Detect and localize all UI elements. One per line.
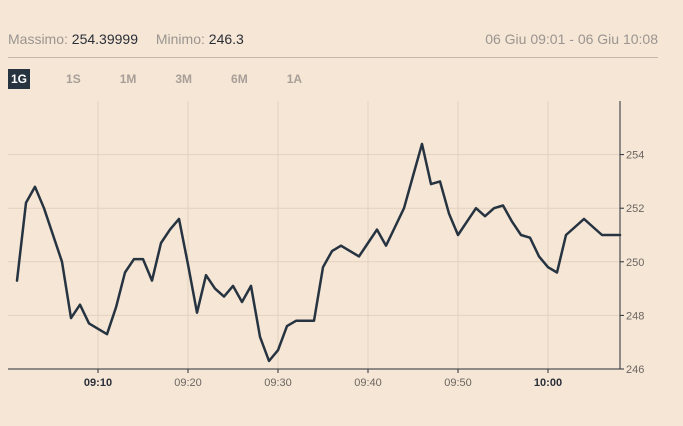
tab-1s[interactable]: 1S [66, 71, 81, 86]
x-tick-label: 09:40 [354, 377, 382, 389]
price-series-line [15, 142, 622, 363]
header-divider [8, 57, 658, 58]
y-tick-label: 250 [626, 257, 644, 269]
y-tick-label: 254 [626, 150, 644, 162]
min-max-stats: Massimo: 254.39999 Minimo: 246.3 [8, 31, 258, 47]
x-tick-label: 09:10 [84, 377, 112, 389]
y-tick-label: 252 [626, 203, 644, 215]
tab-6m[interactable]: 6M [231, 71, 248, 86]
min-label: Minimo: [155, 31, 205, 47]
min-value: 246.3 [208, 31, 244, 47]
x-tick-label: 09:20 [174, 377, 202, 389]
y-tick-label: 246 [626, 364, 644, 376]
y-tick-label: 248 [626, 310, 644, 322]
tab-3m[interactable]: 3M [175, 71, 193, 86]
x-tick-label: 09:30 [264, 377, 292, 389]
time-range: 06 Giu 09:01 - 06 Giu 10:08 [485, 31, 658, 47]
max-value: 254.39999 [71, 31, 138, 47]
period-tabs: 1G 1S 1M 3M 6M 1A [8, 68, 338, 89]
max-label: Massimo: [8, 31, 68, 47]
tab-1a[interactable]: 1A [286, 71, 303, 86]
x-tick-label: 09:50 [444, 377, 472, 389]
tab-1m[interactable]: 1M [119, 71, 137, 86]
price-summary-header: Massimo: 254.39999 Minimo: 246.3 06 Giu … [8, 29, 658, 49]
x-tick-label: 10:00 [534, 377, 562, 389]
tab-1g[interactable]: 1G [8, 68, 31, 89]
